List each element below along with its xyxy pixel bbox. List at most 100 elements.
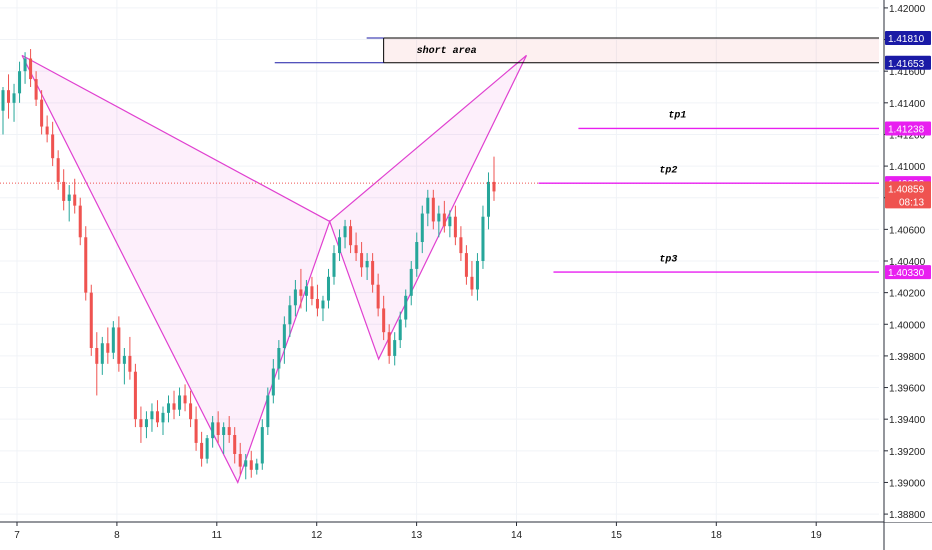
candle-body: [437, 213, 441, 222]
x-tick-label: 12: [311, 530, 323, 541]
candle-body: [51, 134, 55, 159]
candle-body: [244, 460, 248, 467]
candle-body: [67, 194, 71, 201]
candle-body: [464, 253, 468, 277]
candle-body: [34, 79, 38, 100]
candle-body: [453, 216, 457, 238]
y-tick-label: 1.39000: [889, 478, 926, 489]
candle-body: [310, 286, 314, 299]
harmonic-pattern: [21, 54, 528, 484]
candle-body: [155, 411, 159, 423]
candle-body: [205, 438, 209, 459]
candle-body: [426, 197, 430, 214]
countdown-label: 08:13: [899, 197, 924, 208]
candle-body: [448, 216, 452, 227]
candle-body: [338, 237, 342, 254]
candle-body: [84, 237, 88, 293]
candle-body: [376, 284, 380, 309]
candle-body: [442, 213, 446, 227]
candle-body: [470, 276, 474, 290]
candle-body: [178, 395, 182, 410]
candle-body: [288, 305, 292, 325]
y-tick-label: 1.39400: [889, 415, 926, 426]
candle-body: [315, 298, 319, 309]
pattern-bd-line: [329, 54, 527, 222]
candle-body: [321, 300, 325, 309]
candle-body: [431, 197, 435, 222]
short-area-rect: [383, 37, 879, 63]
candle-body: [111, 327, 115, 353]
x-tick-label: 15: [611, 530, 623, 541]
candle-body: [238, 453, 242, 467]
pattern-triangle-xab: [21, 55, 330, 483]
tp3-price-badge: 1.40330: [888, 268, 925, 279]
short-area-bottom-price-badge: 1.41653: [888, 59, 925, 70]
y-tick-label: 1.42000: [889, 4, 926, 15]
tp1-price-badge: 1.41238: [888, 124, 925, 135]
candle-body: [106, 343, 110, 353]
tp3-price-badge-bg: [885, 265, 931, 280]
candle-body: [382, 308, 386, 333]
annotations: short area tp1 tp2 tp3: [417, 45, 687, 266]
candle-body: [293, 289, 297, 306]
candle-body: [365, 261, 369, 268]
y-tick-label: 1.40000: [889, 320, 926, 331]
x-tick-label: 13: [411, 530, 423, 541]
last-price-label: 1.40859: [888, 184, 925, 195]
candle-body: [40, 99, 44, 127]
y-axis-bg: [884, 0, 932, 522]
candle-body: [282, 324, 286, 348]
candle-body: [117, 327, 121, 364]
candle-body: [144, 419, 148, 428]
candlesticks: [1, 49, 496, 480]
candle-body: [161, 412, 165, 423]
short-area-bottom-price-badge-bg: [885, 55, 931, 70]
candle-body: [459, 237, 463, 254]
candle-body: [475, 261, 479, 290]
tp1-price-badge-bg: [885, 121, 931, 136]
candle-body: [360, 253, 364, 268]
candle-body: [150, 411, 154, 420]
candle-body: [29, 58, 33, 80]
candle-body: [398, 319, 402, 341]
candle-body: [277, 348, 281, 369]
candle-body: [45, 126, 49, 135]
candle-body: [222, 427, 226, 435]
tp1-label: tp1: [668, 111, 686, 122]
short-area-top-price-badge-bg: [885, 30, 931, 45]
candle-body: [78, 205, 82, 238]
x-tick-label: 8: [114, 530, 120, 541]
candle-body: [95, 348, 99, 364]
candle-body: [492, 181, 496, 192]
candle-body: [62, 181, 66, 201]
candle-body: [249, 460, 253, 470]
candle-body: [343, 226, 347, 238]
candle-body: [304, 286, 308, 296]
candle-body: [255, 463, 259, 470]
last-price-badge-bg: [885, 181, 931, 209]
x-tick-label: 18: [711, 530, 723, 541]
y-tick-label: 1.41000: [889, 162, 926, 173]
candle-body: [133, 371, 137, 420]
candle-body: [23, 58, 27, 72]
y-tick-label: 1.39800: [889, 352, 926, 363]
candle-body: [183, 395, 187, 404]
candle-body: [266, 395, 270, 428]
candle-body: [227, 427, 231, 435]
y-tick-label: 1.38800: [889, 510, 926, 521]
x-tick-label: 14: [511, 530, 523, 541]
candle-body: [415, 242, 419, 269]
candle-body: [233, 435, 237, 454]
candle-body: [420, 213, 424, 243]
y-tick-label: 1.39200: [889, 447, 926, 458]
y-tick-label: 1.41200: [889, 130, 926, 141]
candle-body: [271, 368, 275, 396]
x-tick-label: 7: [14, 530, 20, 541]
candle-body: [56, 158, 60, 182]
candle-body: [387, 332, 391, 356]
chart-grid: [0, 0, 879, 522]
short-area-label: short area: [417, 45, 477, 57]
candle-body: [18, 71, 22, 94]
